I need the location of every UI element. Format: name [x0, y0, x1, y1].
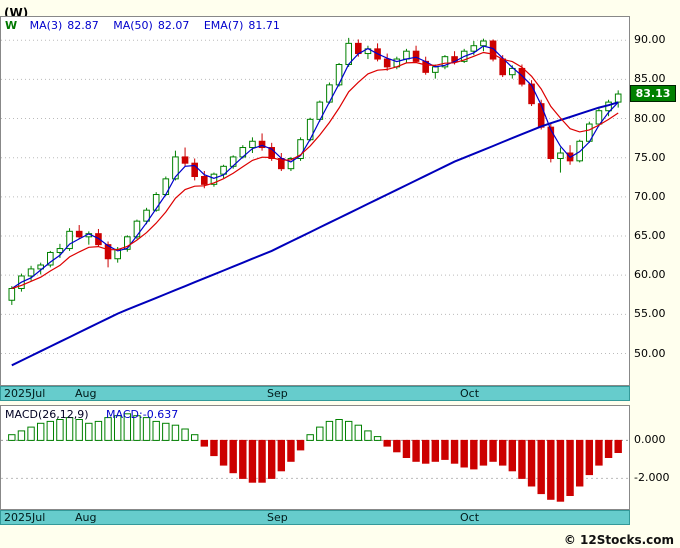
month-label: Oct [460, 387, 480, 400]
month-label: Oct [460, 511, 480, 524]
price-x-axis-band: 2025Jul Aug Sep Oct [0, 386, 630, 401]
legend-ma50-label: MA(50) [113, 19, 153, 32]
macd-legend: MACD(26,12,9) MACD:-0.637 [5, 408, 178, 421]
price-tick-label: 75.00 [634, 150, 666, 164]
legend-ma3-value: 82.87 [67, 19, 99, 32]
price-chart-panel: W MA(3) 82.87 MA(50) 82.07 EMA(7) 81.71 [0, 16, 630, 386]
month-label: Sep [267, 387, 288, 400]
macd-tick-label: -2.000 [634, 471, 670, 485]
legend-ma50: MA(50) 82.07 [113, 19, 189, 32]
price-tick-label: 70.00 [634, 189, 666, 203]
legend-ma50-value: 82.07 [157, 19, 190, 32]
price-tick-label: 90.00 [634, 33, 666, 47]
month-label: 2025Jul [4, 387, 46, 400]
macd-histogram [1, 413, 629, 502]
legend-ema7: EMA(7) 81.71 [204, 19, 280, 32]
legend-ema7-label: EMA(7) [203, 19, 244, 32]
legend-ema7-value: 81.71 [248, 19, 280, 32]
last-price-badge: 83.13 [630, 85, 676, 103]
legend-ma3: MA(3) 82.87 [30, 19, 99, 32]
macd-value: MACD:-0.637 [106, 408, 179, 421]
macd-row: MACD(26,12,9) MACD:-0.637 0.000 -2.000 [0, 405, 680, 510]
macd-y-axis: 0.000 -2.000 [630, 405, 680, 510]
watermark-link[interactable]: © 12Stocks.com [563, 533, 674, 547]
footer: © 12Stocks.com [0, 525, 680, 547]
macd-params: MACD(26,12,9) [5, 408, 89, 421]
price-tick-label: 50.00 [634, 346, 666, 360]
price-tick-label: 65.00 [634, 229, 666, 243]
price-tick-label: 80.00 [634, 111, 666, 125]
macd-tick-label: 0.000 [634, 433, 666, 447]
macd-panel: MACD(26,12,9) MACD:-0.637 [0, 405, 630, 510]
price-tick-label: 55.00 [634, 307, 666, 321]
month-label: Sep [267, 511, 288, 524]
month-label: Aug [75, 511, 97, 524]
price-tick-label: 60.00 [634, 268, 666, 282]
month-label: 2025Jul [4, 511, 46, 524]
price-tick-label: 85.00 [634, 72, 666, 86]
legend-ma3-label: MA(3) [29, 19, 63, 32]
candlestick-chart [1, 37, 629, 367]
price-row: W MA(3) 82.87 MA(50) 82.07 EMA(7) 81.71 83.… [0, 16, 680, 386]
month-label: Aug [75, 387, 97, 400]
title-bar: (W) [0, 0, 680, 20]
legend-symbol: W [5, 19, 18, 32]
price-legend: W MA(3) 82.87 MA(50) 82.07 EMA(7) 81.71 [5, 19, 291, 32]
price-y-axis: 83.13 90.00 85.00 80.00 75.00 70.00 65.00 60.0… [630, 16, 680, 386]
macd-x-axis-band: 2025Jul Aug Sep Oct [0, 510, 630, 525]
